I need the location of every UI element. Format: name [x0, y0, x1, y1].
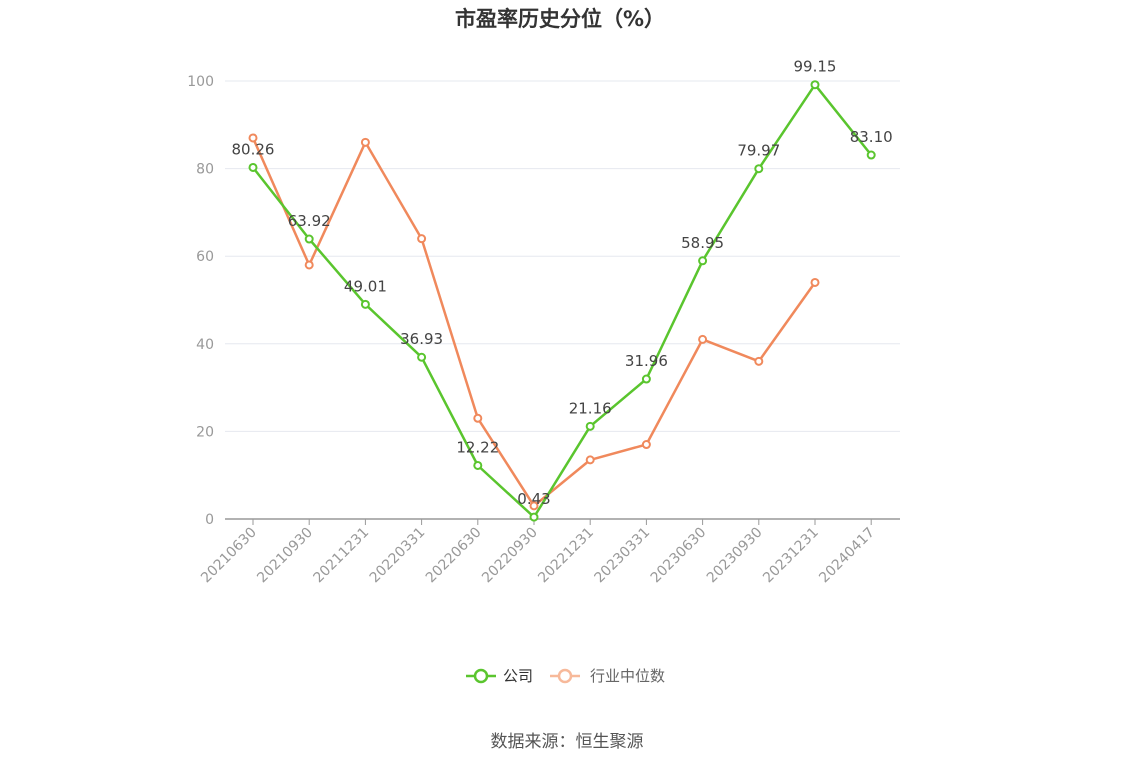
source-note: 数据来源：恒生聚源 — [491, 732, 644, 752]
data-point — [360, 137, 370, 147]
x-tick-label: 20210630 — [198, 525, 260, 587]
data-label: 79.97 — [737, 142, 780, 160]
data-point — [473, 460, 483, 470]
data-point — [248, 162, 258, 172]
y-axis: 0 20 40 60 80 100 — [187, 74, 214, 528]
x-tick-label: 20220331 — [367, 525, 429, 587]
data-label: 12.22 — [456, 438, 499, 456]
data-point — [866, 150, 876, 160]
y-tick-label: 0 — [205, 512, 214, 528]
x-tick-label: 20220930 — [479, 525, 541, 587]
x-tick-label: 20220630 — [423, 525, 485, 587]
data-label: 63.92 — [288, 212, 331, 230]
x-tick-label: 20230930 — [704, 525, 766, 587]
data-label: 36.93 — [400, 330, 443, 348]
data-label: 0.43 — [517, 490, 550, 508]
series-line-1 — [251, 137, 817, 508]
data-point — [698, 256, 708, 266]
x-tick-label: 20230331 — [592, 525, 654, 587]
data-label: 99.15 — [794, 58, 837, 76]
data-point — [417, 352, 427, 362]
series-line-0 — [252, 83, 873, 519]
legend-label: 公司 — [503, 667, 533, 685]
data-point — [248, 133, 258, 143]
data-point — [754, 356, 764, 366]
data-label: 21.16 — [569, 399, 612, 417]
y-tick-label: 60 — [196, 249, 214, 265]
data-point — [473, 413, 483, 423]
x-tick-label: 20231231 — [760, 525, 822, 587]
data-point — [529, 501, 539, 511]
data-point — [360, 299, 370, 309]
data-point — [810, 277, 820, 287]
y-tick-label: 20 — [196, 424, 214, 440]
chart-title: 市盈率历史分位（%） — [455, 7, 665, 31]
y-tick-label: 80 — [196, 162, 214, 178]
data-point — [304, 234, 314, 244]
data-point — [698, 334, 708, 344]
y-tick-label: 40 — [196, 337, 214, 353]
data-labels: 80.26 63.92 49.01 36.93 12.22 0.43 21.16 31.96 5… — [232, 58, 893, 508]
x-tick-label: 20211231 — [311, 525, 373, 587]
data-point — [810, 80, 820, 90]
data-point — [641, 374, 651, 384]
legend[interactable]: 公司 行业中位数 — [466, 667, 665, 685]
series-group — [248, 80, 876, 522]
x-tick-label: 20210930 — [254, 525, 316, 587]
data-label: 58.95 — [681, 234, 724, 252]
legend-label: 行业中位数 — [590, 667, 665, 685]
data-label: 80.26 — [232, 140, 275, 158]
data-label: 83.10 — [850, 128, 893, 146]
legend-item-0[interactable]: 公司 — [466, 667, 533, 685]
data-point — [529, 512, 539, 522]
data-point — [754, 164, 764, 174]
data-point — [585, 421, 595, 431]
legend-marker — [557, 668, 573, 684]
data-point — [585, 455, 595, 465]
x-tick-label: 20230630 — [648, 525, 710, 587]
y-tick-label: 100 — [187, 74, 214, 90]
data-label: 31.96 — [625, 352, 668, 370]
x-axis: 2021063020210930202112312022033120220630… — [198, 518, 900, 587]
data-point — [641, 440, 651, 450]
grid-lines — [225, 80, 900, 432]
data-point — [304, 260, 314, 270]
data-label: 49.01 — [344, 277, 387, 295]
data-point — [417, 234, 427, 244]
legend-item-1[interactable]: 行业中位数 — [550, 667, 665, 685]
x-tick-label: 20240417 — [816, 525, 878, 587]
legend-marker — [473, 668, 489, 684]
x-tick-label: 20221231 — [535, 525, 597, 587]
